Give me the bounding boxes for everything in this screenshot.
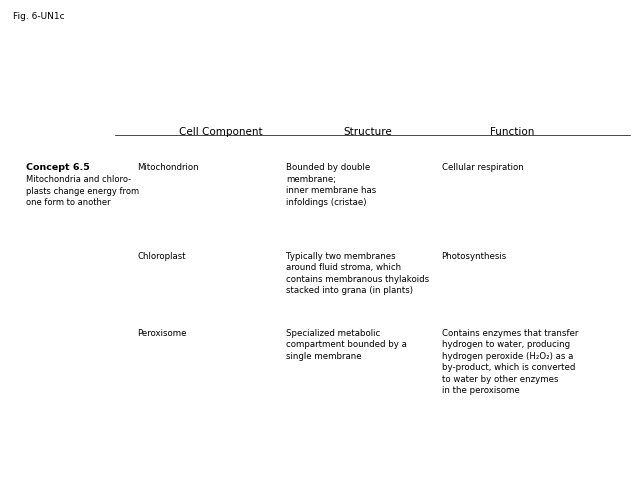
Text: Specialized metabolic
compartment bounded by a
single membrane: Specialized metabolic compartment bounde…: [286, 329, 407, 360]
Text: Structure: Structure: [344, 127, 392, 137]
Text: Function: Function: [490, 127, 534, 137]
Text: Fig. 6-UN1c: Fig. 6-UN1c: [13, 12, 65, 21]
Text: Cell Component: Cell Component: [179, 127, 262, 137]
Text: Cellular respiration: Cellular respiration: [442, 163, 524, 172]
Text: Peroxisome: Peroxisome: [138, 329, 187, 338]
Text: Mitochondria and chloro-
plasts change energy from
one form to another: Mitochondria and chloro- plasts change e…: [26, 175, 139, 207]
Text: Bounded by double
membrane;
inner membrane has
infoldings (cristae): Bounded by double membrane; inner membra…: [286, 163, 376, 206]
Text: Contains enzymes that transfer
hydrogen to water, producing
hydrogen peroxide (H: Contains enzymes that transfer hydrogen …: [442, 329, 578, 395]
Text: Photosynthesis: Photosynthesis: [442, 252, 507, 261]
Text: Mitochondrion: Mitochondrion: [138, 163, 199, 172]
Text: Concept 6.5: Concept 6.5: [26, 163, 90, 172]
Text: Typically two membranes
around fluid stroma, which
contains membranous thylakoid: Typically two membranes around fluid str…: [286, 252, 429, 295]
Text: Chloroplast: Chloroplast: [138, 252, 186, 261]
